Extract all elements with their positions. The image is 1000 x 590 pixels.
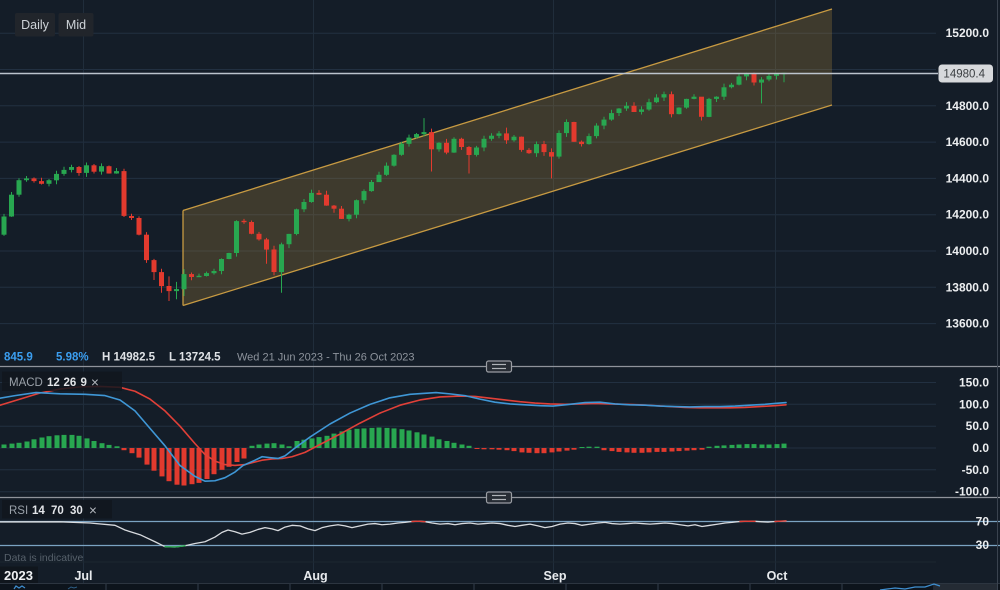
svg-text:14200.0: 14200.0	[946, 208, 990, 222]
svg-text:15200.0: 15200.0	[946, 26, 990, 40]
svg-text:Jul: Jul	[74, 569, 92, 583]
svg-text:RSI: RSI	[9, 505, 28, 517]
svg-text:70: 70	[976, 515, 990, 529]
svg-text:70: 70	[51, 505, 64, 517]
svg-text:9: 9	[81, 377, 87, 389]
svg-text:14980.4: 14980.4	[943, 69, 985, 81]
svg-text:150.0: 150.0	[959, 376, 989, 390]
svg-text:Sep: Sep	[544, 569, 567, 583]
svg-text:Mid: Mid	[66, 18, 86, 32]
svg-text:Data is indicative: Data is indicative	[4, 552, 84, 564]
svg-text:30: 30	[70, 505, 83, 517]
svg-text:13600.0: 13600.0	[946, 317, 990, 331]
svg-text:14800.0: 14800.0	[946, 99, 990, 113]
svg-text:845.9: 845.9	[4, 352, 33, 364]
svg-text:H 14982.5: H 14982.5	[102, 352, 156, 364]
svg-text:0.0: 0.0	[972, 441, 989, 455]
svg-text:×: ×	[91, 375, 99, 390]
svg-text:2023: 2023	[4, 568, 33, 583]
svg-text:Wed 21 Jun 2023 - Thu 26 Oct 2: Wed 21 Jun 2023 - Thu 26 Oct 2023	[237, 352, 415, 364]
svg-text:13800.0: 13800.0	[946, 280, 990, 294]
svg-text:14400.0: 14400.0	[946, 171, 990, 185]
svg-text:30: 30	[976, 538, 990, 552]
svg-text:Daily: Daily	[21, 18, 50, 32]
svg-text:26: 26	[64, 377, 77, 389]
svg-text:50.0: 50.0	[966, 419, 990, 433]
svg-text:5.98%: 5.98%	[56, 352, 89, 364]
svg-text:×: ×	[89, 503, 97, 518]
svg-text:14600.0: 14600.0	[946, 135, 990, 149]
svg-text:Aug: Aug	[303, 569, 327, 583]
svg-text:Oct: Oct	[767, 569, 789, 583]
svg-text:12: 12	[47, 377, 60, 389]
svg-text:L 13724.5: L 13724.5	[169, 352, 221, 364]
svg-text:-100.0: -100.0	[955, 485, 989, 499]
svg-text:100.0: 100.0	[959, 397, 989, 411]
svg-text:MACD: MACD	[9, 377, 43, 389]
svg-text:14000.0: 14000.0	[946, 244, 990, 258]
svg-text:14: 14	[32, 505, 45, 517]
svg-text:-50.0: -50.0	[962, 463, 990, 477]
